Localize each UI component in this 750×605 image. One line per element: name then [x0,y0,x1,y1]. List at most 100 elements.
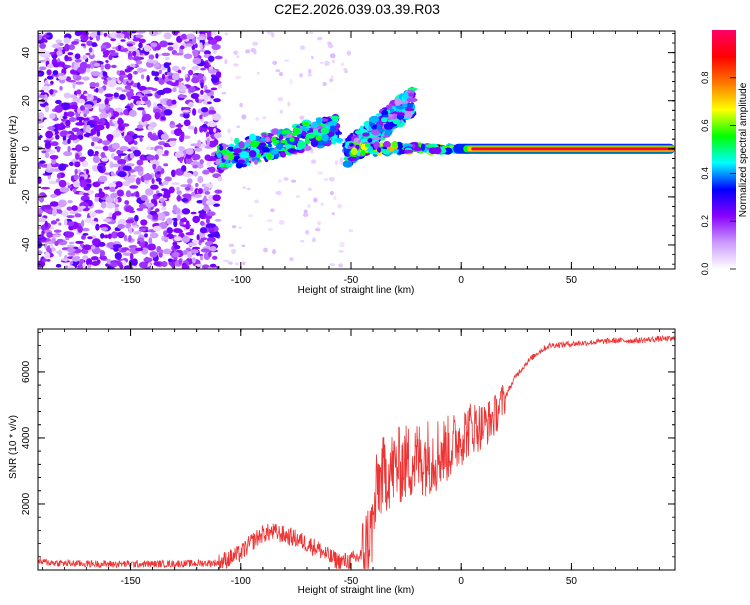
noise-cell [46,51,50,57]
streak-cell [219,145,224,151]
diffuse-cell [284,59,290,62]
streak-cell [334,138,343,142]
noise-cell [191,191,196,197]
noise-cell [167,258,173,263]
noise-cell [173,256,178,261]
noise-cell [169,124,177,128]
x-tick-label: 0 [458,576,464,587]
streak-cell [289,136,295,142]
noise-cell [158,251,163,258]
noise-cell [131,95,141,100]
noise-cell [86,63,91,69]
noise-cell [207,251,212,258]
noise-cell [99,250,106,257]
noise-cell [74,59,82,63]
noise-cell [184,74,188,78]
diffuse-cell [239,102,243,108]
noise-cell [66,206,73,211]
noise-cell [194,147,203,152]
diffuse-cell [332,59,335,64]
streak-cell [217,152,222,159]
noise-cell [67,265,76,269]
noise-cell [55,39,63,44]
noise-cell [206,161,212,167]
noise-cell [212,113,222,121]
noise-cell [49,155,59,160]
snr-plot-area [38,329,675,570]
diffuse-cell [331,212,335,216]
noise-cell [66,182,70,186]
diffuse-cell [307,187,312,192]
streak-cell [284,129,291,134]
spectrogram-panel: -150 -100 -50 0 50 -40 -20 0 20 40 Height of stra… [8,30,676,296]
noise-cell [139,136,143,142]
noise-cell [136,124,144,129]
noise-cell [109,119,113,127]
noise-cell [110,64,117,69]
noise-cell [85,258,93,266]
noise-cell [79,61,88,70]
noise-cell [38,176,42,184]
noise-cell [82,255,89,260]
noise-cell [117,158,127,165]
noise-cell [153,102,158,107]
noise-cell [113,92,119,98]
diffuse-cell [233,50,239,55]
noise-cell [134,127,144,131]
noise-cell [150,184,159,190]
noise-cell [214,55,223,60]
noise-cell [190,211,197,215]
colorbar-gradient [712,30,736,269]
noise-cell [193,126,198,135]
noise-cell [163,62,170,69]
noise-cell [88,53,95,60]
noise-cell [119,93,126,101]
diffuse-cell [228,261,233,265]
noise-cell [214,189,223,194]
noise-cell [140,74,145,80]
noise-cell [41,230,45,236]
noise-cell [140,219,148,226]
streak-cell [407,103,414,109]
noise-cell [100,233,105,239]
noise-cell [159,198,165,203]
noise-cell [183,53,193,59]
noise-cell [167,138,177,141]
noise-cell [181,264,190,269]
x-tick-label: 50 [566,576,578,587]
diffuse-cell [346,50,352,56]
noise-cell [149,210,157,216]
noise-cell [105,202,116,209]
noise-cell [105,121,110,129]
noise-cell [50,80,54,85]
noise-cell [154,111,160,120]
streak-cell [346,136,352,142]
noise-cell [49,51,56,55]
noise-cell [38,112,45,120]
noise-cell [116,33,123,38]
figure-title: C2E2.2026.039.03.39.R03 [274,1,440,17]
noise-cell [83,109,90,115]
noise-cell [100,227,109,231]
noise-cell [47,63,54,69]
streak-cell [408,92,414,97]
diffuse-cell [307,204,311,209]
noise-cell [100,63,104,71]
diffuse-cell [252,41,259,46]
noise-cell [49,89,54,95]
noise-cell [49,244,54,249]
colorbar-ticks: 0.0 0.2 0.4 0.6 0.8 [700,72,736,275]
streak-cell [405,108,415,112]
noise-cell [66,111,75,117]
noise-cell [154,208,160,213]
noise-cell [56,123,66,131]
streak-cell [369,115,380,124]
noise-cell [63,111,68,117]
streak-cell [253,159,259,165]
noise-cell [166,99,174,107]
noise-cell [204,89,212,93]
diffuse-cell [339,157,344,163]
diffuse-cell [246,187,251,191]
noise-cell [99,255,107,260]
diffuse-cell [283,177,289,181]
